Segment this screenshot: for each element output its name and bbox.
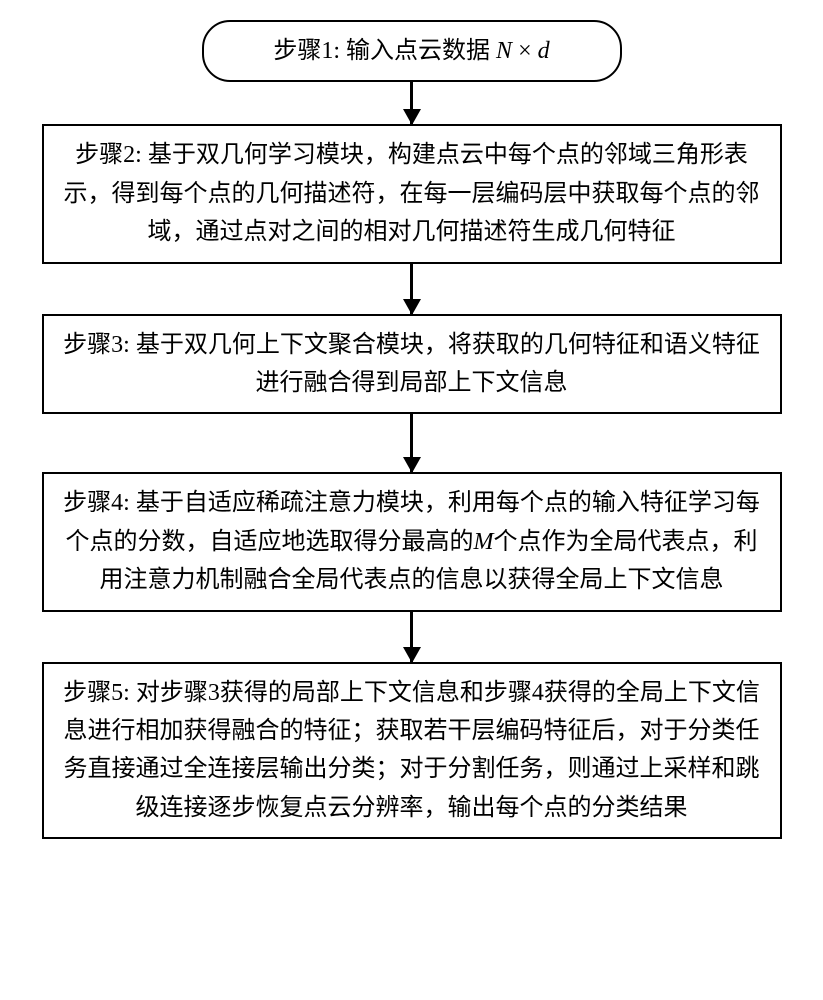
flowchart-container: 步骤1: 输入点云数据 N × d 步骤2: 基于双几何学习模块，构建点云中每个… (0, 20, 823, 839)
arrow-4-5 (410, 612, 413, 662)
step1-N: N (496, 38, 512, 64)
step1-node: 步骤1: 输入点云数据 N × d (202, 20, 622, 82)
step4-M: M (474, 529, 494, 555)
step3-node: 步骤3: 基于双几何上下文聚合模块，将获取的几何特征和语义特征进行融合得到局部上… (42, 314, 782, 415)
step2-text: 步骤2: 基于双几何学习模块，构建点云中每个点的邻域三角形表示，得到每个点的几何… (64, 142, 760, 245)
step4-text: 步骤4: 基于自适应稀疏注意力模块，利用每个点的输入特征学习每个点的分数，自适应… (63, 490, 760, 593)
step1-text: 步骤1: 输入点云数据 N × d (273, 38, 549, 64)
step1-prefix: 步骤1: 输入点云数据 (273, 38, 496, 64)
step1-d: d (538, 38, 550, 64)
step3-text: 步骤3: 基于双几何上下文聚合模块，将获取的几何特征和语义特征进行融合得到局部上… (63, 332, 760, 396)
arrow-2-3 (410, 264, 413, 314)
step1-times: × (512, 38, 538, 64)
arrow-3-4 (410, 414, 413, 472)
step5-text: 步骤5: 对步骤3获得的局部上下文信息和步骤4获得的全局上下文信息进行相加获得融… (63, 680, 760, 821)
step4-node: 步骤4: 基于自适应稀疏注意力模块，利用每个点的输入特征学习每个点的分数，自适应… (42, 472, 782, 611)
step5-node: 步骤5: 对步骤3获得的局部上下文信息和步骤4获得的全局上下文信息进行相加获得融… (42, 662, 782, 840)
arrow-1-2 (410, 82, 413, 124)
step2-node: 步骤2: 基于双几何学习模块，构建点云中每个点的邻域三角形表示，得到每个点的几何… (42, 124, 782, 263)
